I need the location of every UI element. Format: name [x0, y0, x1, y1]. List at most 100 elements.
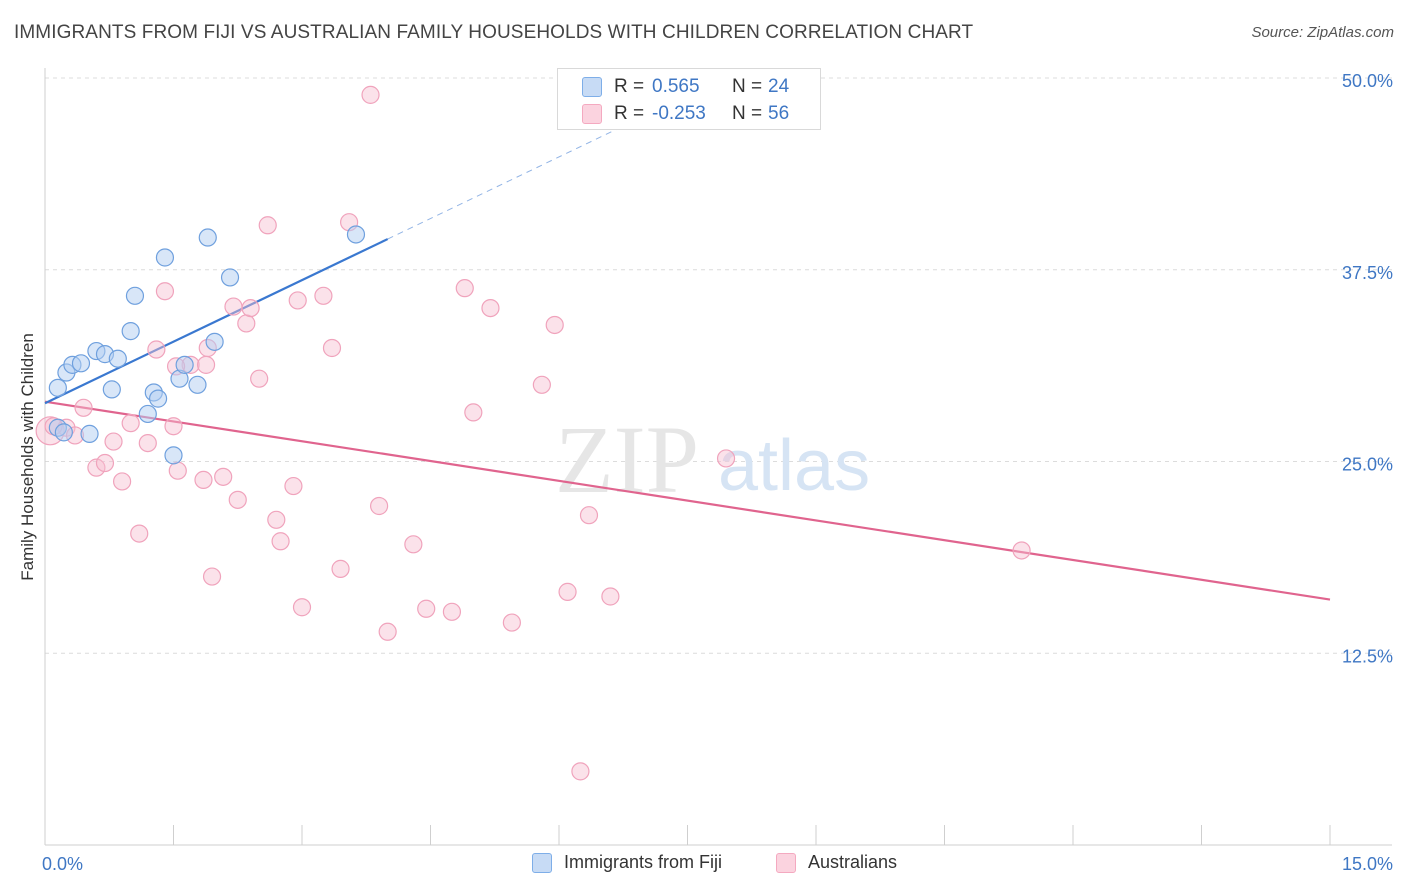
watermark-zip: ZIP: [555, 406, 699, 513]
fiji-point: [71, 354, 91, 373]
stats-r-label: R =: [614, 76, 645, 97]
australians-point: [194, 470, 213, 490]
australians-point: [455, 279, 474, 298]
x-tick-label-start: 0.0%: [42, 854, 83, 874]
points-layer: [35, 85, 1031, 781]
australians-point: [164, 417, 183, 436]
legend-label-australians: Australians: [808, 852, 898, 872]
australians-point: [404, 535, 423, 554]
australians-point: [121, 414, 140, 433]
fiji-point: [121, 322, 140, 341]
fiji-point: [220, 268, 240, 287]
australians-point: [271, 532, 290, 551]
australians-point: [314, 286, 333, 305]
grid-layer: [45, 77, 1392, 654]
australians-point: [155, 282, 175, 301]
australians-trend-line: [44, 400, 1331, 601]
stats-n-value: 24: [768, 76, 790, 97]
fiji-point: [164, 446, 183, 465]
stats-legend-box: R = 0.565 N = 24 R = -0.253 N = 56: [557, 68, 821, 130]
australians-point: [112, 472, 132, 491]
australians-point: [147, 340, 166, 359]
stats-n-label: N =: [732, 76, 763, 97]
australians-point: [442, 602, 462, 621]
australians-point: [87, 458, 106, 477]
australians-point: [370, 496, 389, 516]
australians-point: [250, 369, 269, 388]
stats-row-australians: R = -0.253 N = 56: [582, 101, 789, 127]
australians-point: [601, 587, 620, 606]
australians-point: [464, 403, 483, 422]
australians-point: [202, 567, 222, 586]
australians-point: [130, 524, 149, 543]
australians-point: [214, 467, 233, 486]
legend-swatch-australians: [776, 852, 796, 873]
australians-point: [481, 299, 500, 318]
chart-source: Source: ZipAtlas.com: [1251, 24, 1394, 41]
axis-layer: [44, 68, 1392, 846]
y-tick-label: 25.0%: [1342, 455, 1393, 475]
trend-layer: [44, 111, 1331, 601]
fiji-point: [54, 423, 73, 442]
fiji-trend-extension: [387, 111, 654, 240]
australians-point: [716, 449, 736, 468]
fiji-point: [346, 225, 366, 244]
fiji-point: [205, 332, 224, 351]
australians-point: [237, 314, 256, 333]
x-tick-label-end: 15.0%: [1342, 854, 1393, 874]
stats-r-value: 0.565: [652, 76, 700, 97]
australians-point: [292, 598, 312, 617]
australians-point: [417, 599, 436, 618]
stats-r-label: R =: [614, 103, 645, 124]
fiji-point: [108, 349, 127, 368]
fiji-point: [155, 248, 175, 267]
australians-point: [579, 506, 599, 525]
australians-point: [378, 622, 397, 641]
fiji-point: [138, 404, 157, 424]
australians-point: [322, 338, 342, 358]
australians-point: [228, 490, 247, 509]
australians-point: [284, 476, 303, 496]
stats-row-fiji: R = 0.565 N = 24: [582, 74, 789, 100]
stats-swatch-australians: [582, 104, 602, 124]
stats-r-value: -0.253: [652, 103, 706, 124]
watermark: ZIP atlas: [555, 406, 870, 513]
watermark-atlas: atlas: [718, 426, 870, 506]
legend-swatch-fiji: [532, 852, 552, 873]
stats-n-label: N =: [732, 103, 763, 124]
y-tick-label: 50.0%: [1342, 71, 1393, 91]
fiji-point: [188, 375, 207, 394]
australians-point: [138, 433, 157, 453]
australians-point: [502, 613, 521, 632]
y-tick-label: 37.5%: [1342, 263, 1393, 283]
fiji-point: [198, 228, 217, 247]
legend-item-australians[interactable]: Australians: [776, 852, 897, 873]
australians-point: [545, 315, 564, 335]
australians-point: [258, 216, 277, 235]
australians-point: [104, 432, 123, 451]
fiji-point: [80, 424, 99, 443]
australians-point: [196, 355, 216, 374]
chart-title: IMMIGRANTS FROM FIJI VS AUSTRALIAN FAMIL…: [14, 22, 974, 43]
australians-point: [361, 85, 380, 104]
fiji-trend-line: [44, 238, 389, 405]
australians-point: [571, 762, 590, 781]
australians-point: [288, 291, 307, 310]
y-tick-label: 12.5%: [1342, 646, 1393, 666]
australians-point: [267, 510, 286, 529]
stats-swatch-fiji: [582, 77, 602, 97]
australians-point: [168, 461, 187, 480]
australians-point: [241, 299, 260, 318]
australians-point: [1012, 541, 1031, 560]
fiji-point: [148, 389, 168, 408]
australians-point: [95, 453, 115, 473]
fiji-point: [48, 378, 67, 397]
fiji-point: [102, 380, 121, 399]
legend-item-fiji[interactable]: Immigrants from Fiji: [532, 852, 722, 873]
tick-label-layer: 12.5% 25.0% 37.5% 50.0% 0.0% 15.0%: [42, 71, 1393, 874]
bottom-legend: Immigrants from Fiji Australians: [0, 852, 1406, 878]
fiji-point: [125, 286, 145, 305]
australians-point: [74, 398, 93, 417]
australians-point: [224, 297, 243, 316]
